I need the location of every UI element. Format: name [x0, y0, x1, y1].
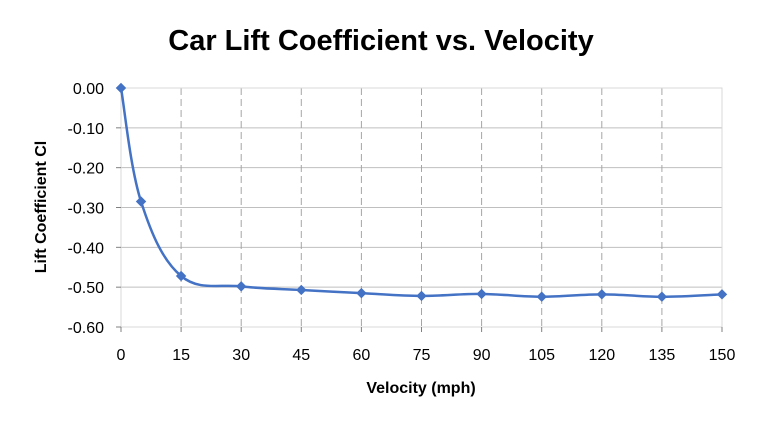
data-point [536, 291, 547, 302]
data-point [135, 196, 147, 207]
data-point [596, 289, 608, 300]
x-tick-label: 120 [588, 347, 615, 364]
x-tick-label: 15 [172, 347, 190, 364]
data-point [416, 290, 427, 302]
y-tick-label: -0.20 [68, 161, 105, 178]
y-tick-label: -0.40 [68, 240, 105, 257]
chart-title: Car Lift Coefficient vs. Velocity [168, 25, 593, 57]
data-point [356, 287, 367, 299]
data-point [235, 281, 247, 292]
x-tick-label: 105 [528, 347, 555, 364]
y-tick-label: 0.00 [73, 81, 104, 98]
x-tick-label: 0 [117, 347, 126, 364]
x-axis-label: Velocity (mph) [366, 380, 475, 397]
data-point [716, 289, 728, 300]
y-tick-label: -0.60 [68, 320, 105, 337]
x-tick-label: 45 [292, 347, 310, 364]
data-point [476, 288, 487, 300]
x-tick-label: 75 [413, 347, 431, 364]
y-tick-label: -0.50 [68, 280, 105, 297]
x-tick-label: 90 [473, 347, 491, 364]
x-tick-label: 135 [649, 347, 676, 364]
data-point [656, 291, 668, 302]
x-axis-ticks: 0 15 30 45 60 75 90 105 120 135 150 [117, 327, 736, 364]
y-axis-label: Lift Coefficient Cl [33, 141, 50, 273]
y-tick-label: -0.10 [68, 121, 105, 138]
x-tick-label: 150 [709, 347, 736, 364]
x-tick-label: 60 [353, 347, 371, 364]
y-axis-ticks: 0.00 -0.10 -0.20 -0.30 -0.40 -0.50 -0.60 [68, 81, 121, 337]
data-point [115, 82, 127, 94]
y-tick-label: -0.30 [68, 201, 105, 218]
data-point [175, 270, 187, 282]
series-layer [115, 82, 728, 302]
x-tick-label: 30 [232, 347, 250, 364]
data-point [296, 284, 307, 296]
